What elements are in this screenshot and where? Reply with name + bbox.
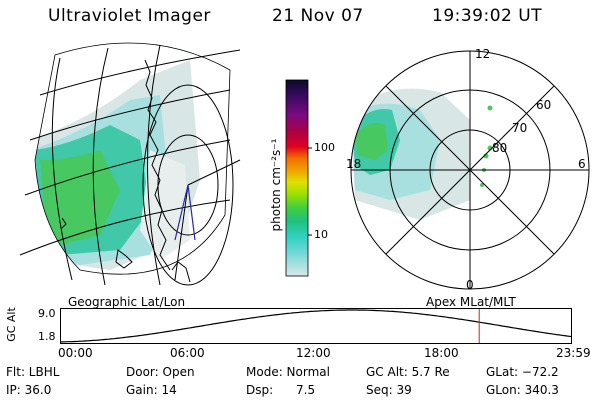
altitude-ylabel: GC Alt — [4, 307, 18, 342]
x-tick-0600: 06:00 — [170, 346, 205, 360]
x-tick-1800: 18:00 — [424, 346, 459, 360]
status-gain: Gain: 14 — [126, 383, 177, 397]
status-gc-alt: GC Alt: 5.7 Re — [366, 365, 450, 379]
mlat-label-80: 80 — [492, 141, 508, 155]
date-label: 21 Nov 07 — [272, 6, 364, 26]
polar-plot — [350, 50, 590, 290]
mlat-label-60: 60 — [536, 98, 552, 112]
altitude-ymin: 1.8 — [38, 330, 56, 343]
left-panel-caption: Geographic Lat/Lon — [68, 295, 186, 309]
x-tick-2359: 23:59 — [556, 346, 591, 360]
altitude-plot-frame — [60, 308, 572, 344]
status-mode: Mode: Normal — [246, 365, 330, 379]
colorbar-tick-10: 10 — [314, 228, 328, 241]
status-door: Door: Open — [126, 365, 195, 379]
mlat-label-70: 70 — [512, 121, 528, 135]
mlt-label-12: 12 — [475, 47, 491, 61]
coastlines — [61, 59, 191, 283]
status-ip: IP: 36.0 — [6, 383, 52, 397]
x-tick-1200: 12:00 — [296, 346, 331, 360]
status-seq: Seq: 39 — [366, 383, 412, 397]
mlt-label-18: 18 — [346, 157, 362, 171]
status-glon: GLon: 340.3 — [486, 383, 559, 397]
mlt-label-0: 0 — [466, 278, 474, 292]
instrument-title: Ultraviolet Imager — [48, 6, 211, 26]
time-label: 19:39:02 UT — [432, 6, 543, 26]
status-glat: GLat: −72.2 — [486, 365, 559, 379]
colorbar — [285, 79, 312, 277]
geographic-map — [19, 42, 241, 286]
mlt-label-6: 6 — [578, 157, 586, 171]
altitude-curve — [60, 309, 572, 343]
altitude-ymax: 9.0 — [38, 307, 56, 320]
aurora-image-geo — [35, 43, 230, 275]
status-filter: Flt: LBHL — [6, 365, 60, 379]
sub-satellite-line — [174, 184, 189, 241]
polar-grid — [350, 50, 590, 290]
colorbar-tick-100: 100 — [314, 141, 335, 154]
altitude-plot — [60, 308, 572, 344]
colorbar-unit-label: photon cm⁻²s⁻¹ — [269, 138, 283, 232]
x-tick-0000: 00:00 — [58, 346, 93, 360]
status-dsp: Dsp: 7.5 — [246, 383, 316, 397]
right-panel-caption: Apex MLat/MLT — [426, 295, 516, 309]
aurora-image-polar — [351, 88, 493, 220]
